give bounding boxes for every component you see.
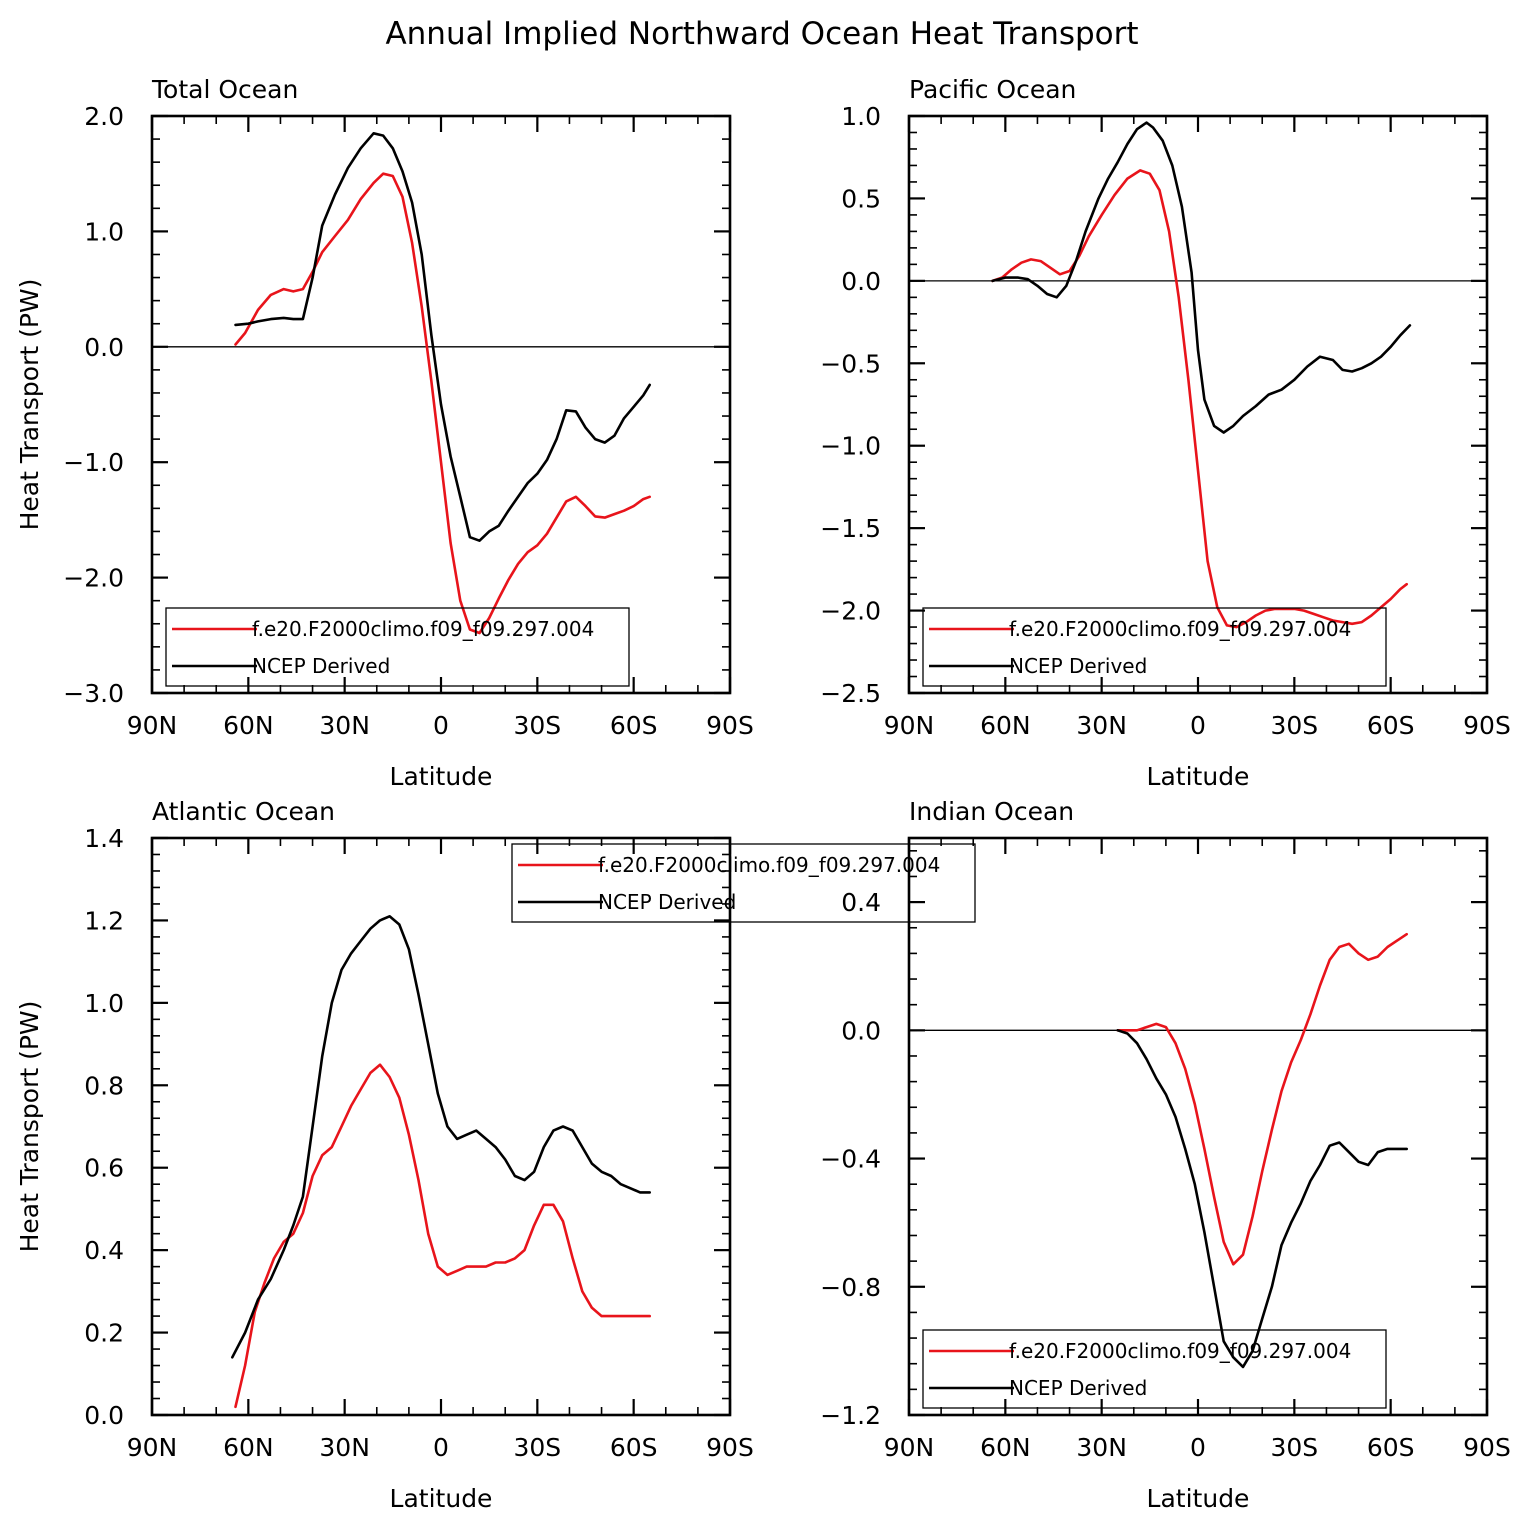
- legend-box: [922, 1329, 1387, 1409]
- series-line-ncep: [231, 914, 652, 1359]
- legend-entry: NCEP Derived: [1009, 654, 1147, 678]
- panel-title: Indian Ocean: [909, 797, 1074, 826]
- y-tick-label: −1.0: [820, 432, 881, 461]
- y-tick-label: −0.8: [820, 1273, 881, 1302]
- y-tick-label: 0.5: [841, 184, 881, 213]
- y-tick-label: 0.0: [84, 333, 124, 362]
- y-tick-label: −1.0: [63, 448, 124, 477]
- legend: f.e20.F2000climo.f09_f09.297.004 NCEP Der…: [511, 843, 976, 923]
- y-tick-label: −2.0: [820, 597, 881, 626]
- x-tick-label: 90S: [706, 1433, 754, 1462]
- legend-entry: f.e20.F2000climo.f09_f09.297.004: [1009, 617, 1351, 641]
- x-tick-label: 60N: [223, 711, 274, 740]
- x-axis-label: Latitude: [1147, 762, 1250, 791]
- x-axis-label: Latitude: [390, 762, 493, 791]
- legend-entry: f.e20.F2000climo.f09_f09.297.004: [598, 853, 940, 877]
- x-tick-label: 0: [433, 711, 449, 740]
- legend-entry: NCEP Derived: [252, 654, 390, 678]
- y-tick-label: 1.0: [84, 989, 124, 1018]
- y-tick-label: −2.0: [63, 564, 124, 593]
- y-tick-label: 1.0: [841, 102, 881, 131]
- x-tick-label: 60S: [1367, 1433, 1415, 1462]
- y-tick-label: −1.2: [820, 1401, 881, 1430]
- x-tick-label: 30N: [319, 1433, 370, 1462]
- legend-box: [511, 843, 976, 923]
- x-tick-label: 90S: [1463, 711, 1511, 740]
- y-tick-label: 1.2: [84, 906, 124, 935]
- x-tick-label: 90N: [127, 1433, 178, 1462]
- panel-total: Total Ocean −3.0 −2.0 −1.0 0.0 1.0 2.0 90N 60N 30…: [15, 75, 754, 791]
- y-tick-label: 0.8: [84, 1071, 124, 1100]
- y-tick-label: −0.4: [820, 1145, 881, 1174]
- y-axis-label: Heat Transport (PW): [15, 279, 44, 531]
- y-tick-label: −2.5: [820, 679, 881, 708]
- x-tick-label: 30N: [1076, 711, 1127, 740]
- y-tick-label: 0.2: [84, 1319, 124, 1348]
- y-tick-label: 0.4: [841, 888, 881, 917]
- panel-pacific: Pacific Ocean −2.5 −2.0 −1.5 −1.0 −0.5 0.0 0.5 1…: [820, 75, 1511, 791]
- panels: Total Ocean −3.0 −2.0 −1.0 0.0 1.0 2.0 90N 60N 30…: [15, 75, 1511, 1513]
- x-tick-label: 30S: [1270, 1433, 1318, 1462]
- x-axis-label: Latitude: [390, 1484, 493, 1513]
- x-tick-label: 60N: [980, 1433, 1031, 1462]
- legend-entry: f.e20.F2000climo.f09_f09.297.004: [252, 617, 594, 641]
- y-tick-label: −0.5: [820, 349, 881, 378]
- x-tick-label: 0: [1190, 1433, 1206, 1462]
- series-line-ncep: [1116, 1029, 1408, 1369]
- x-tick-label: 30S: [1270, 711, 1318, 740]
- y-tick-label: 0.0: [841, 1016, 881, 1045]
- y-tick-label: 0.6: [84, 1154, 124, 1183]
- legend: f.e20.F2000climo.f09_f09.297.004 NCEP Der…: [922, 607, 1387, 687]
- panel-title: Atlantic Ocean: [152, 797, 335, 826]
- series-line-model: [234, 172, 652, 635]
- x-tick-label: 0: [433, 1433, 449, 1462]
- plot-frame: [907, 114, 1489, 695]
- plot-frame: [907, 836, 1489, 1417]
- series-line-ncep: [991, 121, 1412, 434]
- series-line-model: [991, 169, 1408, 629]
- y-axis-label: Heat Transport (PW): [15, 1001, 44, 1253]
- x-tick-label: 90N: [884, 711, 935, 740]
- legend-entry: NCEP Derived: [598, 890, 736, 914]
- panel-title: Pacific Ocean: [909, 75, 1076, 104]
- x-tick-label: 0: [1190, 711, 1206, 740]
- legend-entry: NCEP Derived: [1009, 1376, 1147, 1400]
- x-tick-label: 60N: [980, 711, 1031, 740]
- legend-box: [165, 607, 630, 687]
- y-tick-label: 2.0: [84, 102, 124, 131]
- x-tick-label: 30N: [1076, 1433, 1127, 1462]
- x-tick-label: 90N: [884, 1433, 935, 1462]
- x-tick-label: 60N: [223, 1433, 274, 1462]
- x-tick-label: 60S: [1367, 711, 1415, 740]
- series-line-model: [1116, 932, 1408, 1266]
- panel-title: Total Ocean: [151, 75, 298, 104]
- y-tick-label: −1.5: [820, 514, 881, 543]
- panel-atlantic: Atlantic Ocean 0.0 0.2 0.4 0.6 0.8 1.0 1.2 1.4 90…: [15, 797, 976, 1513]
- figure-title: Annual Implied Northward Ocean Heat Tran…: [385, 16, 1138, 52]
- legend: f.e20.F2000climo.f09_f09.297.004 NCEP Der…: [922, 1329, 1387, 1409]
- plot-frame: [150, 836, 732, 1417]
- legend-entry: f.e20.F2000climo.f09_f09.297.004: [1009, 1339, 1351, 1363]
- y-tick-label: 0.0: [84, 1401, 124, 1430]
- x-tick-label: 60S: [610, 1433, 658, 1462]
- series-line-model: [234, 1063, 652, 1409]
- y-tick-label: 1.4: [84, 824, 124, 853]
- x-tick-label: 90S: [1463, 1433, 1511, 1462]
- x-tick-label: 60S: [610, 711, 658, 740]
- y-tick-label: −3.0: [63, 679, 124, 708]
- y-tick-label: 0.0: [841, 267, 881, 296]
- x-tick-label: 30S: [513, 1433, 561, 1462]
- x-tick-label: 30S: [513, 711, 561, 740]
- x-tick-label: 30N: [319, 711, 370, 740]
- y-tick-label: 0.4: [84, 1236, 124, 1265]
- legend: f.e20.F2000climo.f09_f09.297.004 NCEP Der…: [165, 607, 630, 687]
- x-axis-label: Latitude: [1147, 1484, 1250, 1513]
- y-tick-label: 1.0: [84, 217, 124, 246]
- panel-indian: Indian Ocean −1.2 −0.8 −0.4 0.0 0.4 90N 60N 30N 0…: [820, 797, 1511, 1513]
- legend-box: [922, 607, 1387, 687]
- x-tick-label: 90N: [127, 711, 178, 740]
- x-tick-label: 90S: [706, 711, 754, 740]
- series-line-ncep: [234, 132, 652, 543]
